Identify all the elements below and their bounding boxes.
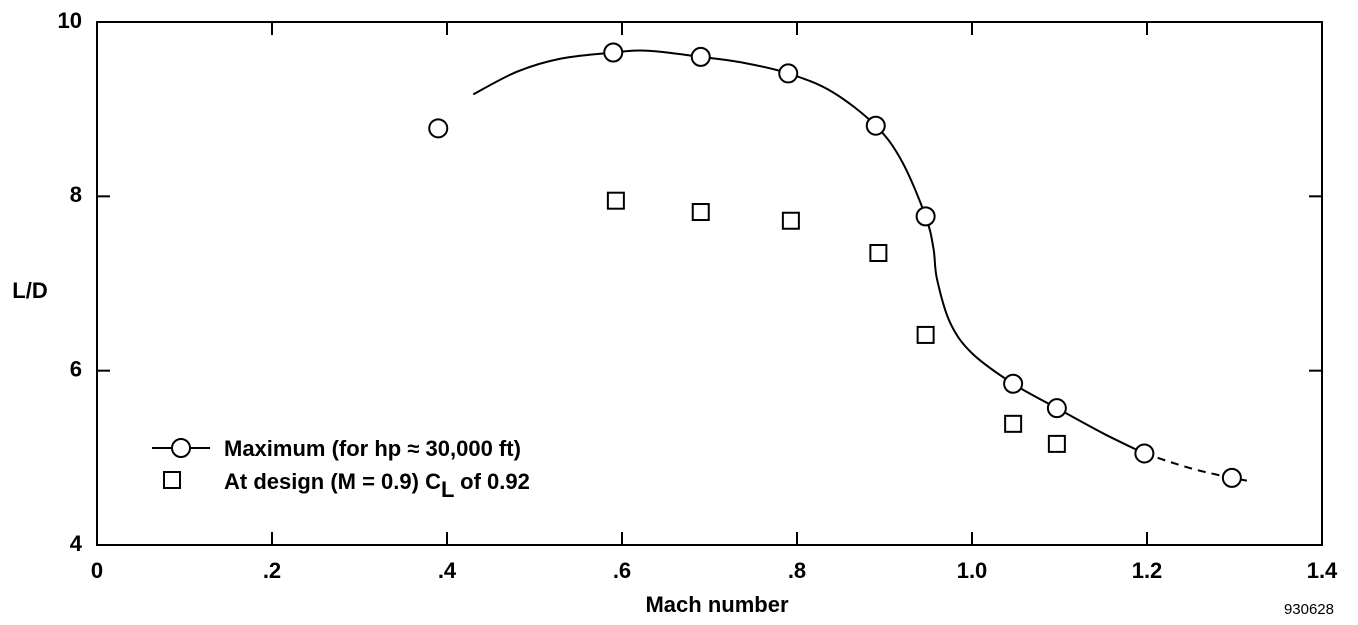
design-point <box>916 325 935 344</box>
legend-label-design-prefix: At design (M = 0.9) C <box>224 469 441 494</box>
maximum-point <box>1003 373 1024 394</box>
maximum-curve-extrapolated <box>1144 452 1253 483</box>
figure-id: 930628 <box>1284 601 1334 618</box>
plot-frame <box>96 21 1323 546</box>
tick-labels: 0 .2 .4 .6 .8 1.0 1.2 1.4 4 6 8 10 <box>58 8 1339 583</box>
y-tick-label: 6 <box>70 356 82 381</box>
x-tick-label: .4 <box>438 558 457 583</box>
legend-label-design: At design (M = 0.9) CL of 0.92 <box>224 469 530 502</box>
x-tick-label: .8 <box>788 558 806 583</box>
maximum-point <box>1046 398 1067 419</box>
x-tick-label: .2 <box>263 558 281 583</box>
x-tick-label: .6 <box>613 558 631 583</box>
legend-label-design-suffix: of 0.92 <box>454 469 530 494</box>
y-tick-label: 10 <box>58 8 82 33</box>
y-tick-label: 4 <box>70 531 83 556</box>
design-point <box>869 243 888 262</box>
maximum-point <box>1134 443 1155 464</box>
maximum-point <box>690 46 711 67</box>
x-tick-label: 1.4 <box>1307 558 1338 583</box>
x-tick-label: 0 <box>91 558 103 583</box>
design-point <box>1004 414 1023 433</box>
x-tick-label: 1.0 <box>957 558 988 583</box>
maximum-point <box>865 115 886 136</box>
legend-square-marker <box>163 471 181 489</box>
design-point <box>606 191 625 210</box>
maximum-curve <box>472 49 1145 455</box>
design-point <box>781 211 800 230</box>
x-axis-label: Mach number <box>645 592 788 617</box>
design-point <box>1047 434 1066 453</box>
y-axis-label: L/D <box>12 278 47 303</box>
y-tick-label: 8 <box>70 182 82 207</box>
legend-label-design-subscript: L <box>441 477 454 502</box>
maximum-point <box>915 206 936 227</box>
plot-area <box>96 21 1323 546</box>
maximum-point <box>428 118 449 139</box>
maximum-point <box>778 63 799 84</box>
design-point <box>691 203 710 222</box>
tick-marks <box>97 22 1322 545</box>
x-tick-label: 1.2 <box>1132 558 1163 583</box>
legend-circle-marker <box>171 438 191 458</box>
maximum-point <box>603 42 624 63</box>
maximum-point <box>1221 467 1242 488</box>
legend-label-maximum: Maximum (for hp ≈ 30,000 ft) <box>224 436 521 461</box>
legend: Maximum (for hp ≈ 30,000 ft) At design (… <box>152 436 530 502</box>
